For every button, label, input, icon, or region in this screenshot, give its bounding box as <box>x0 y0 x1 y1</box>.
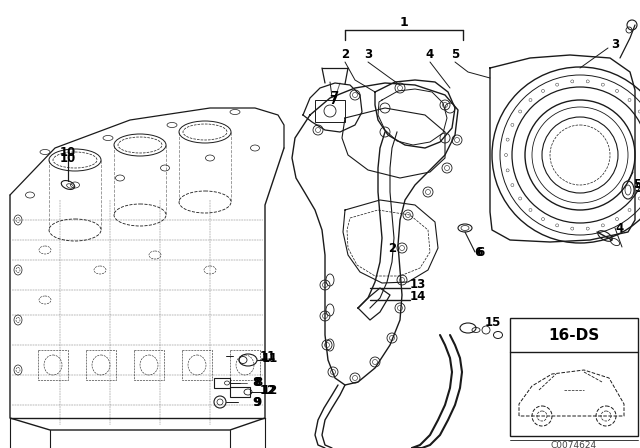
Text: 2: 2 <box>388 241 396 254</box>
Bar <box>510 318 638 436</box>
Text: 11: 11 <box>260 349 276 362</box>
Text: 13: 13 <box>410 277 426 290</box>
Text: 2: 2 <box>341 48 349 61</box>
Circle shape <box>638 110 640 113</box>
Circle shape <box>529 208 532 211</box>
Text: 8: 8 <box>252 376 260 389</box>
Text: 11: 11 <box>262 352 278 365</box>
Text: 4: 4 <box>616 221 624 234</box>
Circle shape <box>556 224 559 227</box>
Text: 12: 12 <box>262 383 278 396</box>
Circle shape <box>541 218 545 220</box>
Circle shape <box>556 83 559 86</box>
Text: 6: 6 <box>474 246 482 258</box>
Circle shape <box>616 90 618 92</box>
Text: 15: 15 <box>485 315 501 328</box>
Text: 3: 3 <box>364 48 372 61</box>
Text: 5: 5 <box>451 48 459 61</box>
Circle shape <box>518 110 522 113</box>
Text: 8: 8 <box>254 376 262 389</box>
Circle shape <box>506 169 509 172</box>
Circle shape <box>628 208 631 211</box>
Circle shape <box>586 227 589 230</box>
Circle shape <box>511 184 514 187</box>
Circle shape <box>518 197 522 200</box>
Text: 5: 5 <box>633 178 640 191</box>
Circle shape <box>529 99 532 102</box>
Text: 4: 4 <box>426 48 434 61</box>
Text: 10: 10 <box>60 151 76 164</box>
Text: 1: 1 <box>399 16 408 29</box>
Text: 5: 5 <box>634 181 640 194</box>
Circle shape <box>541 90 545 92</box>
Circle shape <box>586 80 589 83</box>
Text: 9: 9 <box>252 396 260 409</box>
Circle shape <box>511 123 514 126</box>
Text: 7: 7 <box>329 94 337 107</box>
Circle shape <box>616 218 618 220</box>
Circle shape <box>504 154 508 156</box>
Text: 9: 9 <box>254 396 262 409</box>
Circle shape <box>638 197 640 200</box>
Circle shape <box>628 99 631 102</box>
Text: 12: 12 <box>260 383 276 396</box>
Text: 16-DS: 16-DS <box>548 327 600 343</box>
Text: 7: 7 <box>330 90 338 103</box>
Text: 6: 6 <box>476 246 484 258</box>
Circle shape <box>571 80 574 83</box>
Text: 3: 3 <box>611 39 619 52</box>
Circle shape <box>506 138 509 141</box>
Circle shape <box>602 83 604 86</box>
Text: 14: 14 <box>410 290 426 303</box>
Text: C0074624: C0074624 <box>551 441 597 448</box>
Text: 10: 10 <box>60 146 76 159</box>
Circle shape <box>571 227 574 230</box>
Circle shape <box>602 224 604 227</box>
